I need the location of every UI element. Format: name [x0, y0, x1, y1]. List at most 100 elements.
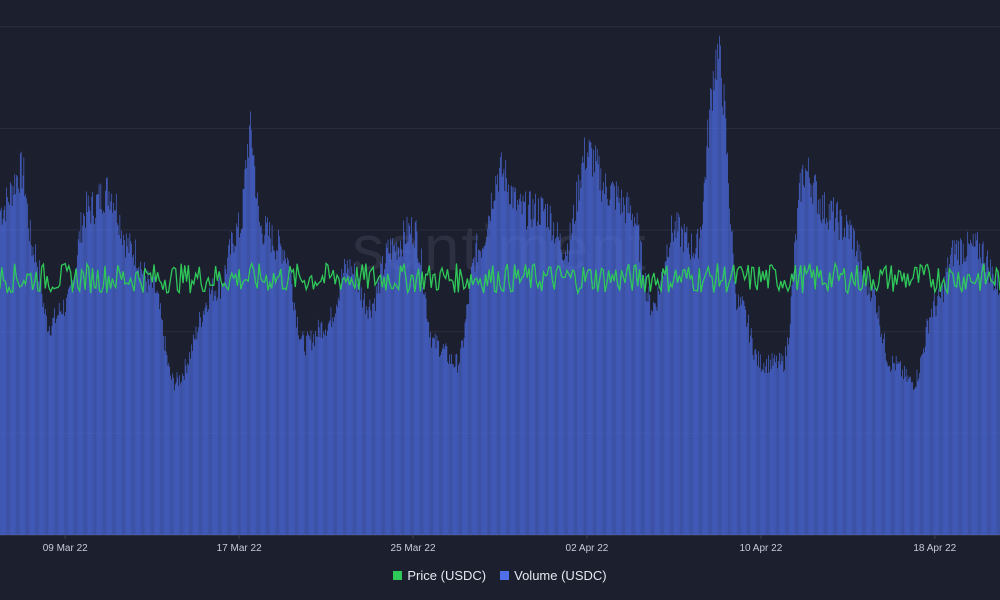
volume-bar [819, 198, 821, 536]
volume-bar [890, 371, 892, 535]
volume-bar [786, 355, 787, 535]
volume-bar [607, 205, 609, 536]
volume-bar [113, 202, 114, 535]
volume-bar [347, 268, 349, 535]
volume-bar [594, 172, 595, 536]
volume-bar [565, 251, 566, 535]
volume-bar [562, 259, 564, 535]
volume-bar [380, 262, 382, 535]
volume-bar [760, 371, 762, 535]
legend-item-volume[interactable]: Volume (USDC) [500, 568, 607, 583]
volume-bar [0, 207, 2, 536]
volume-bar [711, 89, 712, 535]
volume-bar [31, 256, 33, 535]
volume-bar [8, 201, 9, 535]
volume-bar [447, 361, 449, 535]
volume-bar [201, 326, 202, 535]
volume-bar [136, 270, 138, 535]
volume-bar [854, 230, 855, 535]
volume-bar [60, 310, 62, 535]
volume-bar [916, 369, 918, 535]
volume-bar [678, 213, 680, 535]
volume-bar [438, 340, 440, 535]
volume-bar [956, 239, 958, 535]
volume-bar [990, 259, 991, 535]
volume-bar [799, 172, 801, 535]
volume-bar [391, 259, 392, 535]
volume-bar [153, 276, 155, 535]
volume-bar [500, 157, 501, 535]
volume-bar [481, 248, 483, 535]
volume-bar [832, 211, 834, 535]
volume-bar [671, 215, 672, 535]
volume-bar [339, 287, 341, 535]
volume-bar [691, 233, 692, 535]
volume-bar [460, 348, 461, 535]
volume-bar [602, 190, 603, 535]
volume-bar [733, 280, 735, 535]
volume-bar [560, 249, 562, 535]
volume-bar [881, 333, 882, 535]
volume-bar [94, 224, 95, 535]
volume-bar [401, 249, 402, 535]
volume-bar [797, 208, 798, 535]
volume-bar [530, 219, 532, 535]
volume-bar [742, 300, 744, 535]
volume-bar [64, 315, 65, 535]
volume-bar [272, 245, 274, 535]
volume-bar [274, 251, 276, 536]
volume-bar [963, 261, 965, 535]
volume-bar [740, 297, 741, 535]
volume-bar [421, 248, 422, 535]
volume-bar [48, 331, 49, 535]
volume-bar [751, 338, 753, 535]
volume-bar [210, 294, 211, 535]
volume-bar [988, 267, 989, 535]
volume-bar [651, 310, 652, 535]
volume-bar [836, 201, 838, 535]
volume-bar [702, 201, 704, 535]
volume-bar [95, 217, 96, 535]
volume-bar [675, 237, 677, 535]
volume-bar [818, 214, 820, 535]
volume-bar [895, 356, 897, 535]
volume-bar [743, 301, 745, 535]
volume-bar [583, 162, 584, 535]
volume-bar [79, 242, 81, 536]
volume-bar [341, 268, 343, 535]
volume-bar [286, 263, 287, 535]
volume-bar [527, 225, 528, 536]
volume-bar [953, 240, 955, 535]
volume-bar [283, 260, 285, 535]
volume-bar [11, 206, 13, 535]
volume-bar [923, 348, 924, 535]
volume-bar [704, 176, 706, 535]
volume-bar [557, 236, 559, 535]
volume-bar [811, 184, 813, 536]
volume-bar [38, 260, 40, 535]
volume-bar [25, 194, 26, 536]
volume-bar [316, 336, 317, 535]
volume-bar [829, 220, 831, 535]
volume-bar [810, 197, 812, 535]
volume-bar [86, 211, 88, 535]
volume-bar [718, 58, 719, 535]
volume-bar [442, 348, 443, 535]
volume-bar [769, 359, 771, 535]
volume-bar [930, 317, 931, 535]
volume-bar [474, 271, 476, 535]
volume-bar [192, 334, 194, 535]
volume-bar [452, 364, 454, 535]
volume-bar [966, 256, 968, 535]
volume-bar [634, 223, 636, 535]
legend-item-price[interactable]: Price (USDC) [393, 568, 486, 583]
volume-bar [717, 43, 719, 535]
volume-bar [807, 157, 809, 536]
volume-bar [150, 273, 151, 535]
volume-bar [499, 167, 500, 535]
volume-bar [546, 227, 547, 536]
volume-bar [623, 197, 624, 535]
volume-bar [776, 355, 777, 535]
volume-bar [308, 336, 310, 535]
volume-bar [55, 323, 56, 535]
